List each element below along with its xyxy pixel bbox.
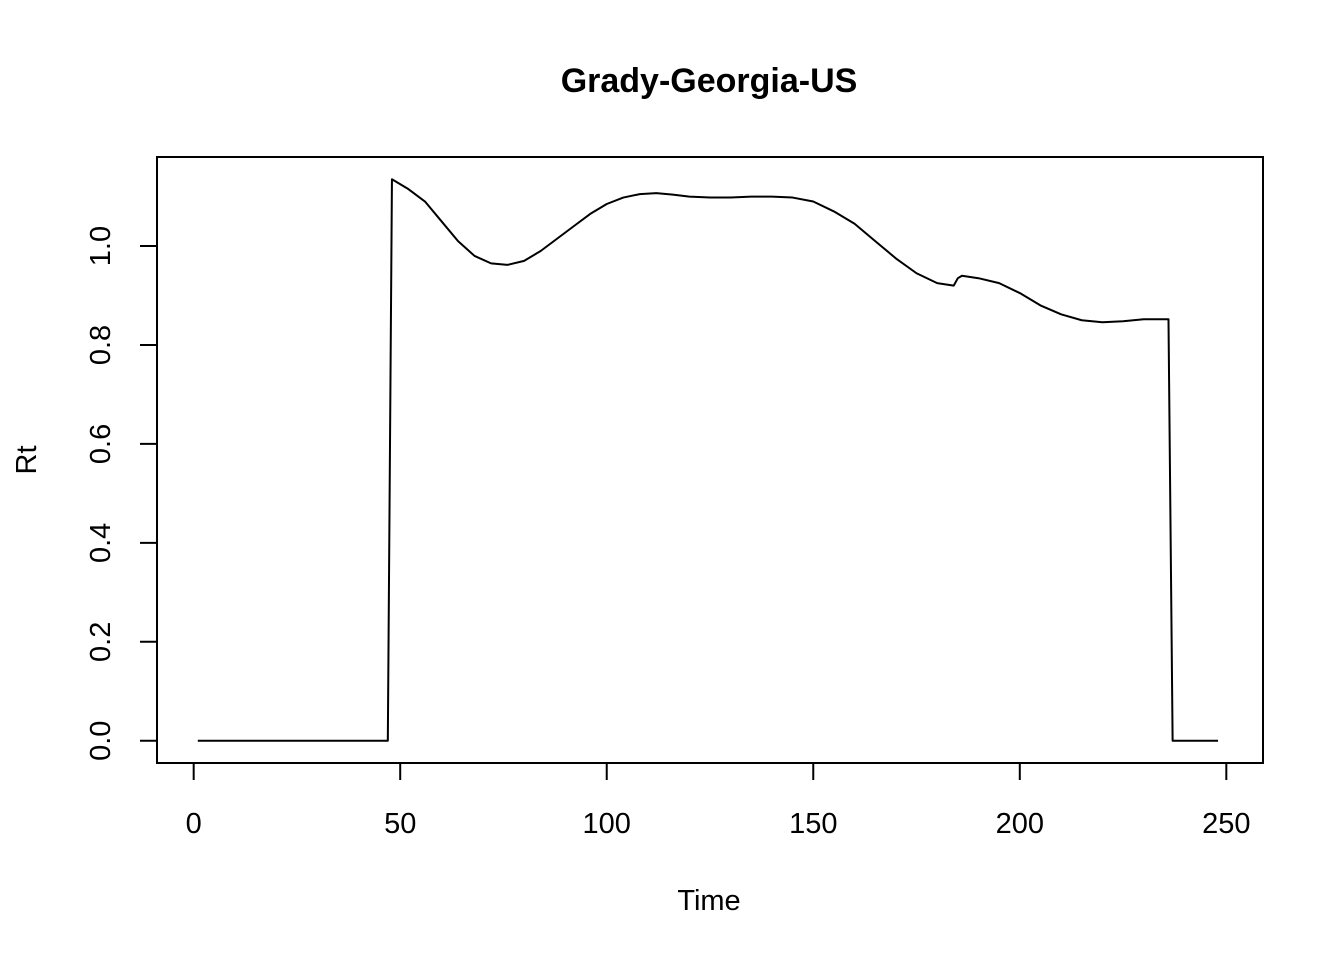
x-axis-label: Time: [677, 885, 740, 917]
y-axis: 0.0 0.2 0.4 0.6 0.8 1.0: [85, 226, 157, 761]
x-tick-label: 200: [996, 808, 1044, 840]
y-tick-label: 1.0: [85, 226, 117, 266]
x-tick-label: 50: [384, 808, 416, 840]
y-axis-label: Rt: [11, 446, 43, 475]
x-tick-label: 150: [789, 808, 837, 840]
x-axis: 0 50 100 150 200 250: [186, 763, 1251, 840]
x-tick-label: 250: [1202, 808, 1250, 840]
y-tick-label: 0.8: [85, 325, 117, 365]
y-tick-label: 0.6: [85, 424, 117, 464]
y-tick-label: 0.0: [85, 721, 117, 761]
plot-frame: [156, 156, 1264, 764]
y-tick-label: 0.4: [85, 523, 117, 563]
x-tick-label: 100: [583, 808, 631, 840]
chart-title: Grady-Georgia-US: [561, 62, 858, 100]
series-line-rt: [197, 178, 1219, 742]
x-tick-label: 0: [186, 808, 202, 840]
y-tick-label: 0.2: [85, 622, 117, 662]
